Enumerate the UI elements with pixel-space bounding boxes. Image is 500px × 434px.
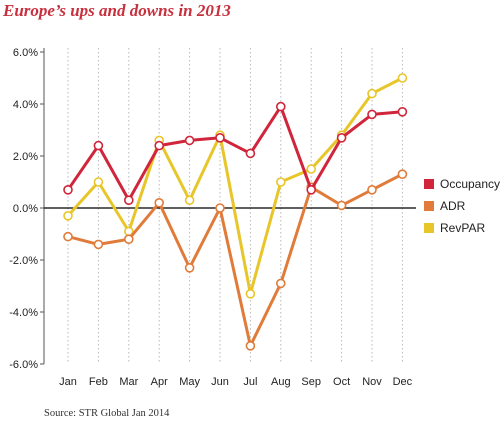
legend-swatch-occupancy	[424, 179, 434, 189]
x-tick-label-oct: Oct	[333, 376, 350, 388]
x-tick-label-mar: Mar	[119, 376, 138, 388]
data-point-adr-dec	[397, 169, 408, 179]
data-point-occupancy-mar	[124, 195, 134, 205]
data-point-occupancy-oct	[336, 133, 347, 143]
legend-label-adr: ADR	[440, 199, 466, 213]
series-line-occupancy	[66, 105, 404, 202]
x-tick-label-may: May	[179, 376, 200, 388]
x-tick-label-jul: Jul	[243, 376, 257, 388]
data-point-occupancy-jun	[215, 133, 225, 143]
data-point-occupancy-dec	[397, 107, 408, 117]
y-tick-label: 4.0%	[13, 99, 38, 111]
data-point-occupancy-jan	[63, 185, 73, 195]
data-point-occupancy-apr	[154, 140, 164, 151]
chart-title: Europe’s ups and downs in 2013	[3, 1, 231, 20]
data-point-adr-may	[184, 262, 195, 273]
x-tick-label-aug: Aug	[271, 376, 291, 388]
legend-swatch-adr	[424, 201, 434, 211]
data-point-occupancy-nov	[367, 109, 377, 120]
x-tick-label-feb: Feb	[89, 376, 108, 388]
legend-label-revpar: RevPAR	[440, 221, 485, 235]
data-point-adr-nov	[367, 185, 377, 195]
data-point-revpar-feb	[93, 177, 104, 187]
x-tick-label-jun: Jun	[211, 376, 229, 388]
y-tick-label: 2.0%	[13, 151, 38, 163]
data-point-occupancy-aug	[275, 101, 286, 112]
x-tick-label-sep: Sep	[301, 376, 321, 388]
data-point-adr-feb	[93, 239, 104, 250]
legend-label-occupancy: Occupancy	[440, 177, 500, 191]
data-point-adr-jan	[63, 231, 73, 242]
series-line-revpar	[66, 76, 404, 296]
data-point-revpar-jul	[245, 288, 256, 299]
x-tick-label-jan: Jan	[59, 376, 77, 388]
data-point-adr-mar	[124, 234, 134, 244]
x-tick-label-apr: Apr	[151, 376, 168, 388]
data-point-adr-jun	[215, 203, 225, 213]
data-point-adr-apr	[154, 198, 164, 208]
data-point-adr-aug	[275, 278, 286, 289]
y-tick-label: 0.0%	[13, 203, 38, 215]
data-point-occupancy-may	[184, 135, 195, 146]
data-point-adr-oct	[336, 200, 347, 211]
data-point-revpar-jan	[63, 211, 73, 221]
y-tick-label: 6.0%	[13, 47, 38, 59]
data-point-occupancy-feb	[93, 140, 104, 151]
y-tick-label: -4.0%	[9, 307, 38, 319]
data-point-revpar-nov	[367, 88, 377, 99]
data-point-revpar-sep	[306, 164, 317, 174]
data-point-revpar-may	[184, 195, 195, 205]
data-point-revpar-aug	[275, 177, 286, 187]
legend-swatch-revpar	[424, 223, 434, 233]
data-point-adr-jul	[245, 340, 256, 351]
data-point-occupancy-jul	[245, 148, 256, 159]
series-line-adr	[66, 172, 404, 348]
source-note: Source: STR Global Jan 2014	[44, 408, 170, 419]
y-tick-label: -2.0%	[9, 255, 38, 267]
data-point-revpar-dec	[397, 73, 408, 83]
y-tick-label: -6.0%	[9, 359, 38, 371]
x-tick-label-dec: Dec	[393, 376, 413, 388]
data-point-occupancy-sep	[306, 185, 317, 195]
x-tick-label-nov: Nov	[362, 376, 382, 388]
